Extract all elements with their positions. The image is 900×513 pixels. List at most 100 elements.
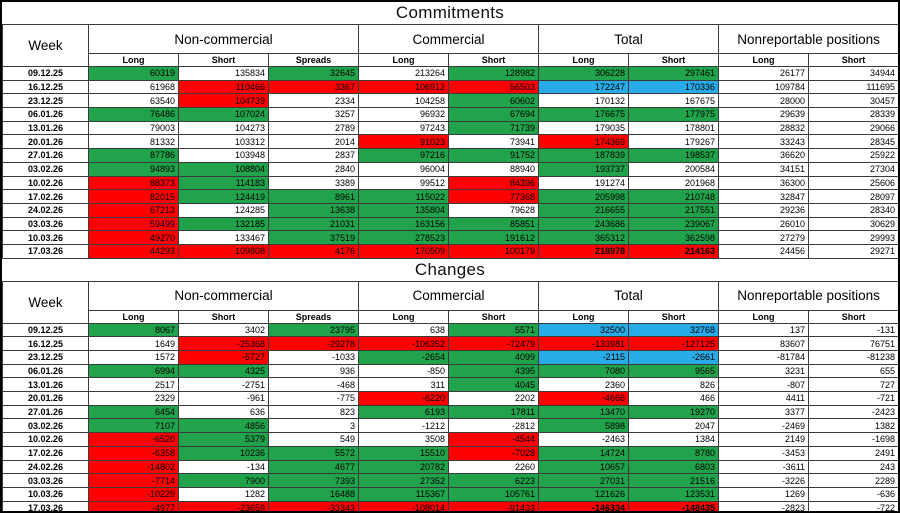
value-cell[interactable]: -134 xyxy=(178,459,269,475)
value-cell[interactable]: -25368 xyxy=(178,336,269,351)
value-cell[interactable]: -2751 xyxy=(178,377,269,393)
value-cell[interactable]: 3 xyxy=(267,418,360,434)
value-cell[interactable]: 218978 xyxy=(538,243,630,259)
value-cell[interactable]: 8067 xyxy=(88,322,179,338)
value-cell[interactable]: 2517 xyxy=(88,377,179,393)
value-cell[interactable]: -1698 xyxy=(808,432,898,447)
value-cell[interactable]: 16488 xyxy=(267,486,360,502)
value-cell[interactable]: 91752 xyxy=(448,148,540,163)
value-cell[interactable]: 7107 xyxy=(88,418,179,434)
value-cell[interactable]: 3402 xyxy=(178,322,269,338)
value-cell[interactable]: 124285 xyxy=(178,202,269,218)
week-cell[interactable]: 24.02.26 xyxy=(2,459,89,475)
value-cell[interactable]: 13638 xyxy=(267,202,360,218)
value-cell[interactable]: 81332 xyxy=(88,134,179,150)
value-cell[interactable]: 107024 xyxy=(178,107,269,122)
value-cell[interactable]: 6223 xyxy=(448,473,540,488)
value-cell[interactable]: 2789 xyxy=(267,120,360,136)
value-cell[interactable]: 4045 xyxy=(448,377,540,393)
value-cell[interactable]: 2329 xyxy=(88,391,179,406)
value-cell[interactable]: 87786 xyxy=(88,148,179,163)
value-cell[interactable]: 103312 xyxy=(178,134,269,150)
value-cell[interactable]: 104258 xyxy=(358,93,450,109)
value-cell[interactable]: 191274 xyxy=(538,175,630,191)
week-cell[interactable]: 10.02.26 xyxy=(2,175,89,191)
value-cell[interactable]: 217551 xyxy=(628,202,720,218)
value-cell[interactable]: 108804 xyxy=(178,161,269,177)
value-cell[interactable]: 30629 xyxy=(808,216,898,232)
value-cell[interactable]: 34151 xyxy=(718,161,810,177)
value-cell[interactable]: 67694 xyxy=(448,107,540,122)
value-cell[interactable]: -721 xyxy=(808,391,898,406)
week-cell[interactable]: 09.12.25 xyxy=(2,66,89,81)
value-cell[interactable]: 4411 xyxy=(718,391,810,406)
value-cell[interactable]: 201968 xyxy=(628,175,720,191)
week-cell[interactable]: 10.02.26 xyxy=(2,432,89,447)
week-cell[interactable]: 17.02.26 xyxy=(2,189,89,204)
value-cell[interactable]: 4856 xyxy=(178,418,269,434)
value-cell[interactable]: 83607 xyxy=(718,336,810,351)
value-cell[interactable]: 239067 xyxy=(628,216,720,232)
value-cell[interactable]: 121626 xyxy=(538,486,630,502)
value-cell[interactable]: 7900 xyxy=(178,473,269,488)
value-cell[interactable]: 28097 xyxy=(808,189,898,204)
value-cell[interactable]: 37519 xyxy=(267,230,360,245)
value-cell[interactable]: 104273 xyxy=(178,120,269,136)
week-cell[interactable]: 27.01.26 xyxy=(2,148,89,163)
value-cell[interactable]: 33243 xyxy=(718,134,810,150)
value-cell[interactable]: -6220 xyxy=(358,391,450,406)
value-cell[interactable]: -81784 xyxy=(718,350,810,365)
week-cell[interactable]: 23.12.25 xyxy=(2,350,89,365)
value-cell[interactable]: -33343 xyxy=(267,500,360,511)
week-cell[interactable]: 06.01.26 xyxy=(2,363,89,379)
value-cell[interactable]: 29993 xyxy=(808,230,898,245)
value-cell[interactable]: 213264 xyxy=(358,66,450,81)
value-cell[interactable]: 2491 xyxy=(808,445,898,461)
value-cell[interactable]: 60319 xyxy=(88,66,179,81)
value-cell[interactable]: -81238 xyxy=(808,350,898,365)
value-cell[interactable]: 10236 xyxy=(178,445,269,461)
week-cell[interactable]: 16.12.25 xyxy=(2,336,89,351)
value-cell[interactable]: 96932 xyxy=(358,107,450,122)
value-cell[interactable]: -146334 xyxy=(538,500,630,511)
value-cell[interactable]: -131 xyxy=(808,322,898,338)
week-cell[interactable]: 03.02.26 xyxy=(2,418,89,434)
value-cell[interactable]: 549 xyxy=(267,432,360,447)
value-cell[interactable]: 4395 xyxy=(448,363,540,379)
value-cell[interactable]: 193737 xyxy=(538,161,630,177)
value-cell[interactable]: 30457 xyxy=(808,93,898,109)
value-cell[interactable]: 49270 xyxy=(88,230,179,245)
week-cell[interactable]: 10.03.26 xyxy=(2,230,89,245)
value-cell[interactable]: 163156 xyxy=(358,216,450,232)
value-cell[interactable]: 29271 xyxy=(808,243,898,259)
value-cell[interactable]: 110466 xyxy=(178,79,269,95)
value-cell[interactable]: 25606 xyxy=(808,175,898,191)
value-cell[interactable]: -3226 xyxy=(718,473,810,488)
value-cell[interactable]: 91023 xyxy=(358,134,450,150)
value-cell[interactable]: 13470 xyxy=(538,404,630,420)
value-cell[interactable]: 5898 xyxy=(538,418,630,434)
value-cell[interactable]: 56503 xyxy=(448,79,540,95)
value-cell[interactable]: 2360 xyxy=(538,377,630,393)
value-cell[interactable]: 2840 xyxy=(267,161,360,177)
value-cell[interactable]: 26010 xyxy=(718,216,810,232)
value-cell[interactable]: 4677 xyxy=(267,459,360,475)
value-cell[interactable]: -7028 xyxy=(448,445,540,461)
week-cell[interactable]: 13.01.26 xyxy=(2,377,89,393)
value-cell[interactable]: 306228 xyxy=(538,66,630,81)
value-cell[interactable]: 278523 xyxy=(358,230,450,245)
value-cell[interactable]: 174369 xyxy=(538,134,630,150)
value-cell[interactable]: 179035 xyxy=(538,120,630,136)
week-cell[interactable]: 23.12.25 xyxy=(2,93,89,109)
value-cell[interactable]: 176675 xyxy=(538,107,630,122)
value-cell[interactable]: 137 xyxy=(718,322,810,338)
value-cell[interactable]: -722 xyxy=(808,500,898,511)
value-cell[interactable]: 2202 xyxy=(448,391,540,406)
value-cell[interactable]: -636 xyxy=(808,486,898,502)
value-cell[interactable]: 179267 xyxy=(628,134,720,150)
value-cell[interactable]: 15510 xyxy=(358,445,450,461)
value-cell[interactable]: -72479 xyxy=(448,336,540,351)
value-cell[interactable]: 210748 xyxy=(628,189,720,204)
value-cell[interactable]: 8961 xyxy=(267,189,360,204)
value-cell[interactable]: 111695 xyxy=(808,79,898,95)
